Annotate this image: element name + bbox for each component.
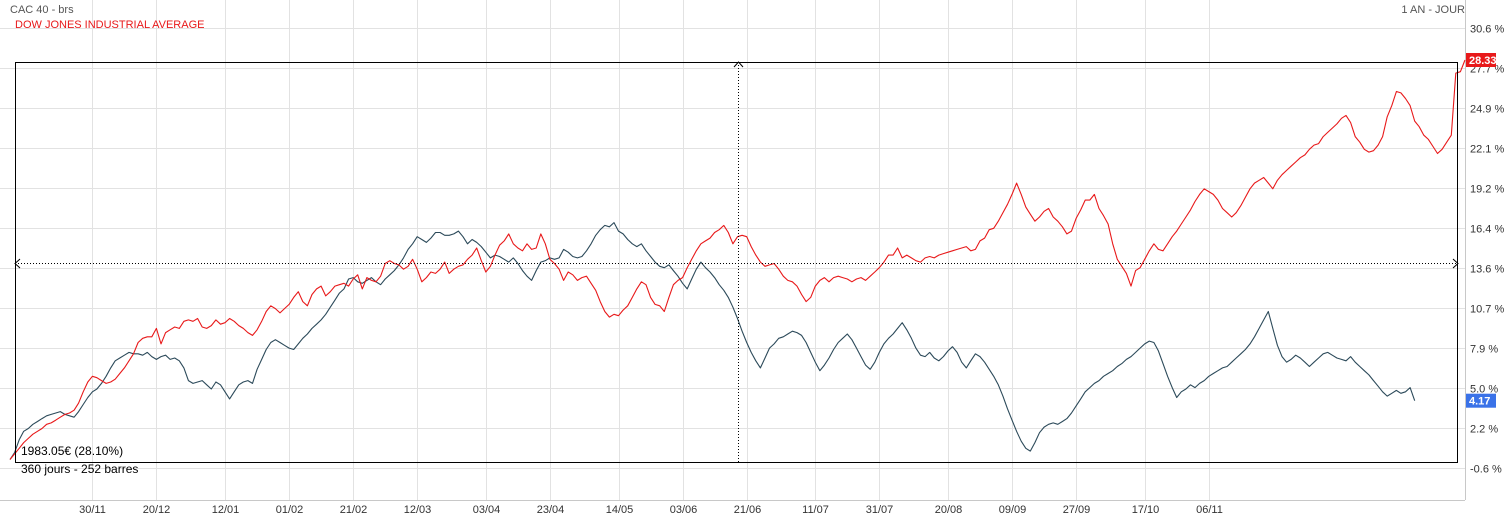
- x-tick-label: 09/09: [999, 504, 1027, 516]
- x-tick-label: 06/11: [1196, 504, 1223, 516]
- x-tick-label: 31/07: [866, 504, 894, 516]
- compare-legend-label: DOW JONES INDUSTRIAL AVERAGE: [15, 19, 204, 31]
- series-line-djia: [9, 59, 1466, 460]
- y-tick-label: 2.2 %: [1470, 424, 1498, 436]
- y-axis-ticks: 30.6 %27.7 %24.9 %22.1 %19.2 %16.4 %13.6…: [1470, 24, 1504, 476]
- x-tick-label: 14/05: [606, 504, 634, 516]
- x-axis-ticks: 30/11 20/12 12/01 01/02 21/02 12/03 03/04 23/04…: [79, 504, 1223, 516]
- y-tick-label: 16.4 %: [1470, 224, 1504, 236]
- arrow-right-icon: [1452, 258, 1459, 269]
- x-tick-label: 23/04: [537, 504, 565, 516]
- x-tick-label: 21/02: [340, 504, 368, 516]
- x-tick-label: 21/06: [734, 504, 762, 516]
- x-tick-label: 03/06: [670, 504, 698, 516]
- x-tick-label: 11/07: [802, 504, 829, 516]
- x-tick-label: 17/10: [1132, 504, 1160, 516]
- x-tick-label: 20/08: [935, 504, 963, 516]
- y-tick-label: 24.9 %: [1470, 104, 1504, 116]
- x-tick-label: 12/03: [404, 504, 432, 516]
- grid: [0, 0, 1465, 500]
- selection-price-change: 1983.05€ (28.10%): [21, 444, 123, 458]
- instrument-label: CAC 40 - brs: [10, 4, 74, 16]
- last-value-badge-cac40: [1466, 393, 1496, 408]
- y-tick-label: 5.0 %: [1470, 384, 1498, 396]
- y-tick-label: -0.6 %: [1470, 464, 1502, 476]
- selection-duration: 360 jours - 252 barres: [21, 462, 138, 476]
- x-tick-label: 03/04: [473, 504, 501, 516]
- last-value-badges: 28.33 4.17: [1466, 53, 1497, 408]
- period-selector[interactable]: 1 AN - JOUR: [1401, 4, 1465, 16]
- x-tick-label: 27/09: [1063, 504, 1091, 516]
- x-tick-label: 12/01: [212, 504, 240, 516]
- y-tick-label: 30.6 %: [1470, 24, 1504, 36]
- last-value-label-cac40: 4.17: [1469, 396, 1490, 408]
- series-lines: [9, 59, 1466, 460]
- x-tick-label: 20/12: [143, 504, 171, 516]
- y-tick-label: 10.7 %: [1470, 304, 1504, 316]
- y-tick-label: 22.1 %: [1470, 144, 1504, 156]
- series-line-cac40: [9, 222, 1416, 460]
- last-value-badge-djia: [1466, 53, 1496, 67]
- y-tick-label: 7.9 %: [1470, 344, 1498, 356]
- arrow-left-icon: [14, 258, 21, 269]
- y-tick-label: 13.6 %: [1470, 264, 1504, 276]
- y-tick-label: 19.2 %: [1470, 184, 1504, 196]
- x-tick-label: 01/02: [276, 504, 304, 516]
- x-tick-label: 30/11: [79, 504, 106, 516]
- arrow-up-icon: [733, 61, 744, 68]
- y-axis-panel: [1465, 0, 1510, 520]
- last-value-label-djia: 28.33: [1469, 55, 1497, 67]
